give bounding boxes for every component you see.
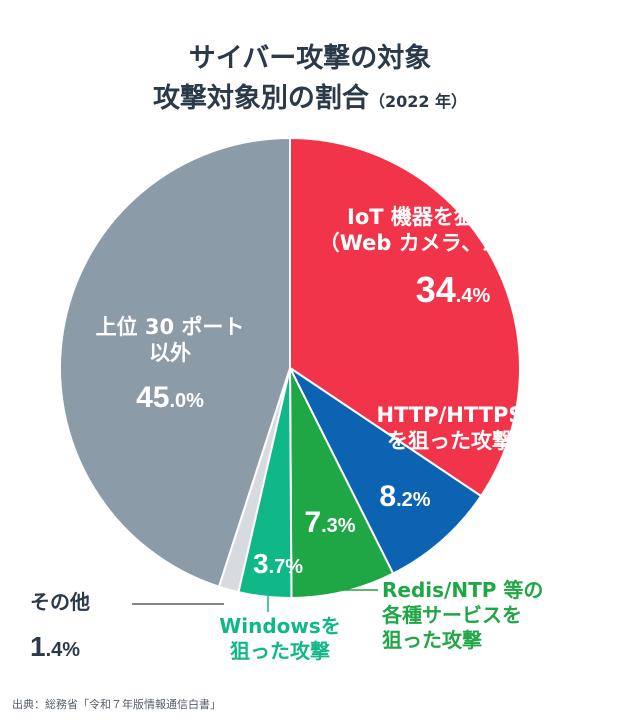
chart-title-line1: サイバー攻撃の対象 — [188, 43, 432, 74]
http-label-line1: HTTP/HTTPS — [376, 403, 524, 427]
redis-label: Redis/NTP 等の 各種サービスを 狙った攻撃 — [382, 578, 582, 653]
iot-value: 34.4% — [298, 267, 608, 312]
windows-label: Windowsを 狙った攻撃 — [190, 614, 370, 664]
top30-value: 45.0% — [70, 379, 270, 417]
iot-value-int: 34 — [415, 268, 456, 310]
other-label-line1: その他 — [30, 590, 90, 614]
chart-title-year: （2022 年） — [368, 92, 468, 111]
windows-value-int: 3 — [252, 548, 269, 579]
redis-value-int: 7 — [304, 506, 322, 539]
slice-top30 — [59, 136, 291, 589]
http-value: 8.2% — [360, 478, 450, 516]
redis-label-line1: Redis/NTP 等の — [382, 578, 544, 602]
other-label: その他 1.4% — [30, 590, 150, 664]
redis-label-line3: 狙った攻撃 — [382, 628, 482, 652]
http-label-line2: を狙った攻撃 — [387, 429, 513, 454]
source-note: 出典：総務省「令和７年版情報通信白書」 — [12, 698, 221, 711]
slice-iot — [289, 136, 522, 498]
top30-label-line1: 上位 30 ポート — [95, 315, 245, 339]
windows-value-dec: .7% — [268, 556, 304, 578]
http-value-int: 8 — [379, 480, 397, 513]
windows-label-line2: 狙った攻撃 — [230, 639, 330, 663]
top30-value-int: 45 — [136, 380, 170, 414]
iot-label-line2: （Web カメラ、ルータ等） — [318, 231, 588, 256]
redis-value: 7.3% — [285, 504, 375, 542]
redis-value-dec: .3% — [321, 515, 356, 537]
top30-label-line2: 以外 — [149, 341, 191, 366]
redis-label-line2: 各種サービスを — [382, 603, 522, 627]
slice-http — [287, 365, 483, 575]
iot-label-line1: IoT 機器を狙った攻撃 — [347, 205, 559, 229]
http-label: HTTP/HTTPS を狙った攻撃 — [355, 402, 545, 455]
chart-title-line2: 攻撃対象別の割合（2022 年） — [0, 76, 620, 115]
chart-title-main: 攻撃対象別の割合 — [152, 83, 369, 114]
other-value-dec: .4% — [45, 639, 81, 661]
iot-value-dec: .4% — [455, 284, 491, 307]
slice-redis — [289, 367, 395, 600]
windows-label-line1: Windowsを — [219, 614, 341, 638]
top30-value-dec: .0% — [169, 389, 204, 412]
other-value-int: 1 — [30, 631, 46, 662]
windows-value: 3.7% — [238, 546, 318, 581]
top30-label: 上位 30 ポート 以外 45.0% — [70, 314, 270, 416]
iot-label: IoT 機器を狙った攻撃 （Web カメラ、ルータ等） 34.4% — [298, 204, 608, 312]
http-value-dec: .2% — [396, 489, 431, 511]
other-value: 1.4% — [30, 629, 150, 664]
